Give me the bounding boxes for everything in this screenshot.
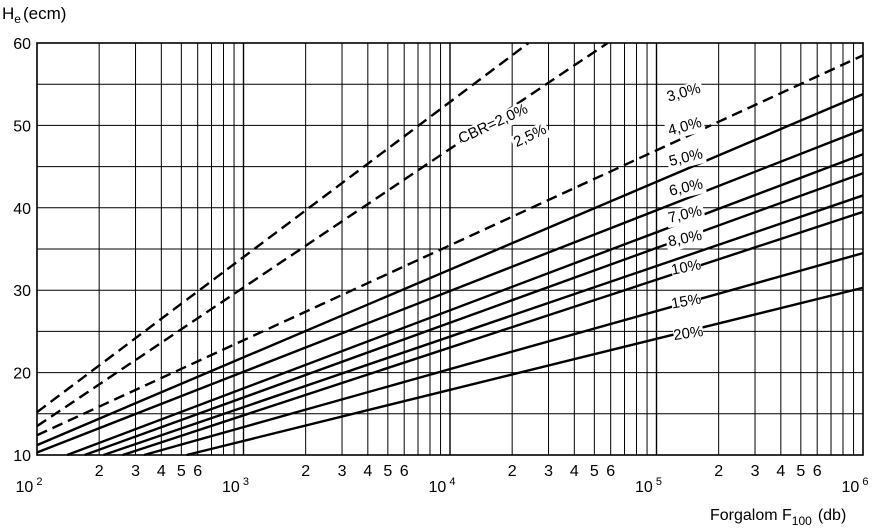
x-minor-tick-label: 5 [796,463,805,480]
x-minor-tick-label: 3 [131,463,140,480]
x-axis-label: Forgalom F100 (db) [710,507,846,528]
curve-line [186,286,864,457]
x-minor-tick-label: 4 [363,463,372,480]
y-tick-label: 20 [13,366,31,383]
x-minor-tick-label: 6 [606,463,615,480]
curve-line [66,153,864,457]
x-minor-tick-label: 5 [177,463,186,480]
x-minor-tick-label: 4 [776,463,785,480]
curve-label-bg [663,80,705,108]
curve-label-bg [665,145,707,172]
x-minor-tick-label: 3 [751,463,760,480]
x-minor-tick-label: 6 [193,463,202,480]
x-decade-exponent: 6 [862,476,868,488]
x-decade-label: 10 4 [429,476,456,496]
curve-label: 7,0% [666,202,703,226]
curve-line [84,172,864,457]
plot-frame [36,42,864,456]
x-decade-label: 10 2 [16,476,43,496]
grid [36,42,864,456]
curve-line [143,251,864,457]
curves [36,42,864,457]
curve-label-bg [665,175,707,202]
x-minor-tick-label: 6 [400,463,409,480]
curve-label: 8,0% [667,227,704,251]
curve-label-bg [664,114,706,141]
curve-line [103,194,864,457]
x-decade-base: 10 [635,479,653,496]
x-decade-label: 10 6 [842,476,869,496]
x-decade-exponent: 5 [656,476,662,488]
x-minor-tick-label: 4 [570,463,579,480]
y-axis-label: He (ecm) [2,4,66,26]
x-minor-tick-label: 6 [813,463,822,480]
y-tick-label: 30 [13,283,31,300]
curve-label-bg [664,202,706,229]
curve-label-bg [509,121,552,153]
curve-line [36,54,864,437]
x-minor-tick-label: 2 [95,463,104,480]
curve-line [36,92,864,447]
curve-label-bg [456,101,531,148]
y-tick-label: 40 [13,201,31,218]
curve-label-bg [672,324,705,346]
x-decade-exponent: 2 [36,476,42,488]
curve-line [36,128,864,454]
curve-label: 20% [672,323,704,344]
x-minor-tick-label: 3 [338,463,347,480]
curve-label: 6,0% [667,175,704,199]
x-decade-base: 10 [16,479,34,496]
curve-label-bg [670,257,703,280]
curve-label-bg [664,227,706,252]
x-minor-tick-label: 5 [383,463,392,480]
y-tick-label: 50 [13,118,31,135]
x-minor-tick-label: 2 [508,463,517,480]
x-decade-base: 10 [222,479,240,496]
x-minor-tick-label: 5 [590,463,599,480]
curve-label: 15% [670,291,703,313]
curve-line [122,210,864,457]
x-decade-label: 10 3 [222,476,249,496]
curve-label: 10% [670,256,703,278]
x-decade-exponent: 3 [243,476,249,488]
x-decade-exponent: 4 [449,476,455,488]
x-minor-tick-label: 2 [301,463,310,480]
curve-line [36,42,530,414]
curve-label-bg [670,291,703,314]
curve-line [36,42,609,428]
x-minor-tick-label: 3 [544,463,553,480]
x-decade-label: 10 5 [635,476,662,496]
x-minor-tick-label: 2 [714,463,723,480]
x-decade-base: 10 [842,479,860,496]
x-decade-base: 10 [429,479,447,496]
y-tick-label: 10 [13,448,31,465]
y-tick-label: 60 [13,36,31,53]
x-minor-tick-label: 4 [157,463,166,480]
